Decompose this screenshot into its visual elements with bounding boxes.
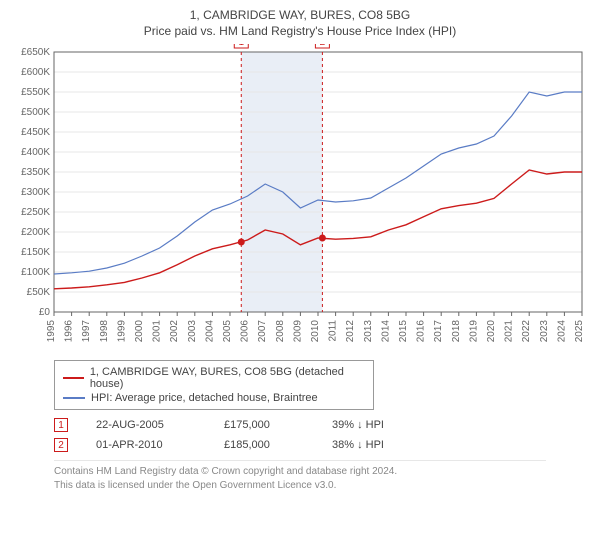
svg-text:2019: 2019	[468, 320, 479, 343]
chart-subtitle: Price paid vs. HM Land Registry's House …	[8, 24, 592, 38]
svg-text:2016: 2016	[416, 320, 427, 343]
svg-text:£550K: £550K	[21, 87, 50, 98]
legend-row: HPI: Average price, detached house, Brai…	[63, 391, 365, 405]
svg-text:£150K: £150K	[21, 247, 50, 258]
chart-svg: £0 £50K £100K £150K £200K £250K £300K £350K £400…	[8, 44, 592, 354]
transaction-delta: 38% ↓ HPI	[332, 439, 384, 451]
legend-swatch	[63, 377, 84, 379]
svg-text:2013: 2013	[363, 320, 374, 343]
svg-text:1999: 1999	[116, 320, 127, 343]
transactions-table: 1 22-AUG-2005 £175,000 39% ↓ HPI 2 01-APR-201…	[54, 418, 592, 452]
svg-text:2022: 2022	[521, 320, 532, 343]
svg-text:£450K: £450K	[21, 127, 50, 138]
svg-text:£350K: £350K	[21, 167, 50, 178]
transaction-marker: 1	[54, 418, 68, 432]
svg-text:2012: 2012	[345, 320, 356, 343]
transaction-date: 01-APR-2010	[96, 439, 196, 451]
svg-text:2002: 2002	[169, 320, 180, 343]
svg-text:£600K: £600K	[21, 67, 50, 78]
legend-row: 1, CAMBRIDGE WAY, BURES, CO8 5BG (detach…	[63, 365, 365, 391]
svg-text:2008: 2008	[275, 320, 286, 343]
svg-text:2025: 2025	[574, 320, 585, 343]
svg-text:2017: 2017	[433, 320, 444, 343]
svg-text:2001: 2001	[152, 320, 163, 343]
transaction-price: £185,000	[224, 439, 304, 451]
chart-title: 1, CAMBRIDGE WAY, BURES, CO8 5BG	[8, 8, 592, 22]
svg-text:2000: 2000	[134, 320, 145, 343]
svg-text:1995: 1995	[46, 320, 57, 343]
transaction-price: £175,000	[224, 419, 304, 431]
svg-text:£100K: £100K	[21, 267, 50, 278]
svg-text:£300K: £300K	[21, 187, 50, 198]
svg-text:£0: £0	[39, 307, 51, 318]
svg-text:2021: 2021	[504, 320, 515, 343]
legend-label: HPI: Average price, detached house, Brai…	[91, 392, 318, 404]
svg-text:2020: 2020	[486, 320, 497, 343]
transaction-date: 22-AUG-2005	[96, 419, 196, 431]
svg-text:2024: 2024	[556, 320, 567, 343]
footer-line-1: Contains HM Land Registry data © Crown c…	[54, 465, 546, 479]
svg-text:2007: 2007	[257, 320, 268, 343]
legend: 1, CAMBRIDGE WAY, BURES, CO8 5BG (detach…	[54, 360, 374, 410]
svg-text:2009: 2009	[292, 320, 303, 343]
transaction-row: 2 01-APR-2010 £185,000 38% ↓ HPI	[54, 438, 592, 452]
chart-container: £0 £50K £100K £150K £200K £250K £300K £350K £400…	[8, 44, 592, 354]
footer-line-2: This data is licensed under the Open Gov…	[54, 479, 546, 493]
svg-text:2018: 2018	[451, 320, 462, 343]
svg-text:£500K: £500K	[21, 107, 50, 118]
svg-text:2023: 2023	[539, 320, 550, 343]
svg-text:£50K: £50K	[27, 287, 51, 298]
svg-text:1997: 1997	[81, 320, 92, 343]
legend-swatch	[63, 397, 85, 399]
svg-text:1996: 1996	[64, 320, 75, 343]
svg-text:1: 1	[238, 44, 244, 48]
svg-text:1998: 1998	[99, 320, 110, 343]
svg-text:2010: 2010	[310, 320, 321, 343]
svg-text:2011: 2011	[328, 320, 339, 342]
transaction-marker: 2	[54, 438, 68, 452]
svg-text:2005: 2005	[222, 320, 233, 343]
svg-text:2004: 2004	[204, 320, 215, 343]
legend-label: 1, CAMBRIDGE WAY, BURES, CO8 5BG (detach…	[90, 366, 365, 390]
svg-text:2015: 2015	[398, 320, 409, 343]
svg-text:£250K: £250K	[21, 207, 50, 218]
footer: Contains HM Land Registry data © Crown c…	[54, 460, 546, 492]
svg-text:2014: 2014	[380, 320, 391, 343]
svg-text:2003: 2003	[187, 320, 198, 343]
svg-text:£200K: £200K	[21, 227, 50, 238]
svg-text:2006: 2006	[240, 320, 251, 343]
transaction-delta: 39% ↓ HPI	[332, 419, 384, 431]
svg-text:2: 2	[320, 44, 326, 48]
svg-text:£650K: £650K	[21, 47, 50, 58]
transaction-row: 1 22-AUG-2005 £175,000 39% ↓ HPI	[54, 418, 592, 432]
svg-text:£400K: £400K	[21, 147, 50, 158]
